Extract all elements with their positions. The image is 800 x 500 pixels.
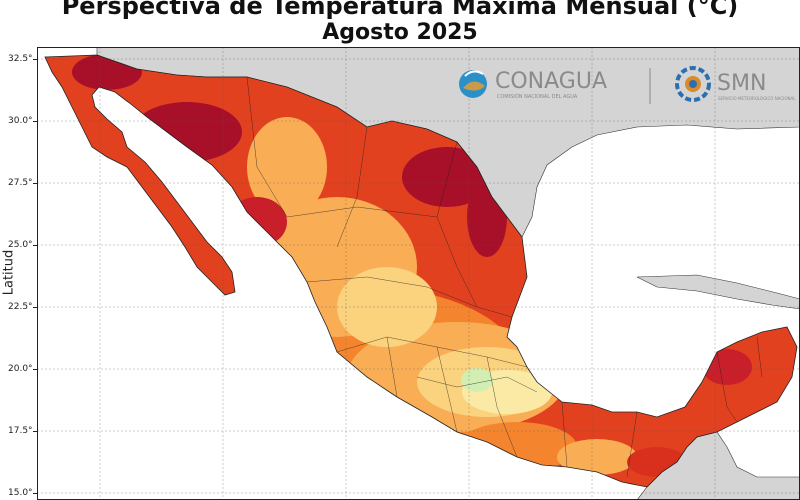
lat-tick-mark	[33, 59, 37, 60]
lat-tick-label: 30.0°	[8, 116, 33, 126]
lat-tick-label: 17.5°	[8, 426, 33, 436]
lat-tick-label: 32.5°	[8, 54, 33, 64]
lat-tick-mark	[33, 493, 37, 494]
conagua-logo-icon	[459, 70, 487, 98]
lat-tick-label: 22.5°	[8, 302, 33, 312]
lat-tick-mark	[33, 307, 37, 308]
smn-name: SMN	[717, 71, 766, 96]
logos: CONAGUA COMISIÓN NACIONAL DEL AGUA SMN S…	[459, 66, 796, 104]
lat-tick-mark	[33, 431, 37, 432]
lat-tick-mark	[33, 121, 37, 122]
conagua-sub: COMISIÓN NACIONAL DEL AGUA	[497, 93, 578, 100]
smn-sub: SERVICIO METEOROLÓGICO NACIONAL	[718, 96, 796, 101]
temperature-map	[37, 47, 800, 500]
conagua-name: CONAGUA	[495, 69, 607, 94]
lat-tick-label: 20.0°	[8, 364, 33, 374]
y-axis-label: Latitud	[1, 249, 17, 296]
lat-tick-label: 15.0°	[8, 488, 33, 498]
map-title: Perspectiva de Temperatura Máxima Mensua…	[61, 0, 739, 20]
lat-tick-label: 25.0°	[8, 240, 33, 250]
map-subtitle: Agosto 2025	[322, 20, 478, 45]
lat-tick-label: 27.5°	[8, 178, 33, 188]
smn-logo-icon	[675, 66, 711, 102]
lat-tick-mark	[33, 369, 37, 370]
lat-tick-mark	[33, 245, 37, 246]
lat-tick-mark	[33, 183, 37, 184]
